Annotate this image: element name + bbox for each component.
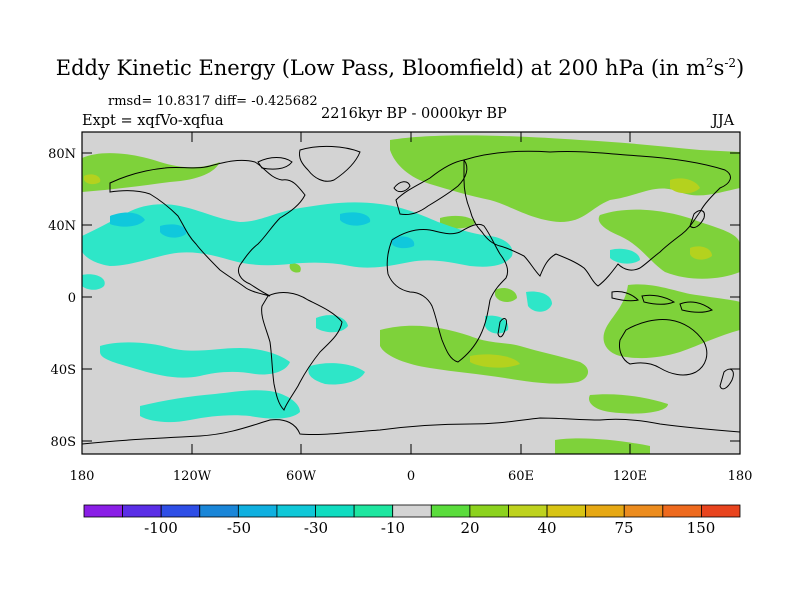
colorbar-swatch [122, 504, 162, 518]
coast-madagascar [497, 318, 507, 338]
colorbar-swatch [469, 504, 509, 518]
time-period-label: 2216kyr BP - 0000kyr BP [321, 106, 507, 122]
lon-label: 180 [70, 469, 95, 484]
colorbar-label: -50 [226, 519, 252, 537]
lat-label: 80N [48, 147, 76, 162]
experiment-label: Expt = xqfVo-xqfua [82, 113, 224, 129]
coast-greenland [299, 145, 361, 182]
lat-label: 40S [51, 363, 76, 378]
lon-ticks [81, 132, 741, 454]
colorbar-label: -100 [144, 519, 178, 537]
colorbar-label: -10 [380, 519, 406, 537]
lon-label: 60E [508, 469, 534, 484]
colorbar-label: -30 [303, 519, 329, 537]
colorbar-label: 75 [614, 519, 634, 537]
coastlines [82, 145, 740, 445]
lat-ticks [82, 152, 740, 442]
colorbar-swatch [353, 504, 394, 518]
colorbar-swatch [160, 504, 201, 518]
colorbar-swatch [623, 504, 664, 518]
colorbar-swatch [237, 504, 278, 518]
colorbar [83, 504, 741, 518]
colorbar-label: 40 [537, 519, 557, 537]
rmsd-diff-stats: rmsd= 10.8317 diff= -0.425682 [108, 94, 318, 109]
colorbar-label: 20 [460, 519, 480, 537]
lat-label: 80S [51, 435, 76, 450]
strong-negative-regions [110, 212, 415, 249]
colorbar-swatch [585, 504, 625, 518]
coast-south-america [261, 292, 343, 411]
lon-label: 180 [728, 469, 753, 484]
lon-label: 120W [173, 469, 212, 484]
coast-europe-africa [386, 223, 509, 363]
colorbar-swatch [276, 504, 316, 518]
colorbar-label: 150 [686, 519, 716, 537]
negative-anomaly-regions [82, 202, 640, 423]
colorbar-swatch [662, 504, 702, 518]
lat-label: 40N [48, 219, 76, 234]
coast-asia [463, 150, 731, 287]
coast-north-america [109, 159, 306, 297]
coast-australia [619, 319, 708, 376]
colorbar-swatch [701, 504, 741, 518]
anomaly-field [82, 135, 740, 454]
plot-title: Eddy Kinetic Energy (Low Pass, Bloomfiel… [55, 56, 745, 80]
colorbar-swatch [83, 504, 123, 518]
lat-label: 0 [68, 291, 76, 306]
colorbar-swatch [508, 504, 548, 518]
colorbar-swatch [430, 504, 471, 518]
colorbar-swatch [546, 504, 587, 518]
lon-label: 0 [407, 469, 415, 484]
lon-label: 120E [613, 469, 647, 484]
colorbar-swatch [315, 504, 355, 518]
season-label: JJA [712, 113, 735, 129]
coast-indonesia [611, 291, 639, 302]
colorbar-swatch [392, 504, 432, 518]
lon-label: 60W [286, 469, 317, 484]
coast-antarctica [82, 417, 740, 445]
strong-positive-regions [84, 174, 712, 368]
colorbar-swatch [199, 504, 239, 518]
